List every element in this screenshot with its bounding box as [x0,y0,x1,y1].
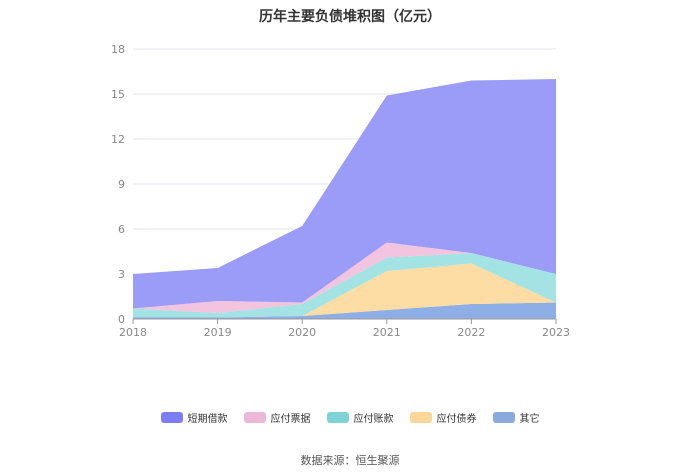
y-tick-label: 18 [111,43,125,56]
x-tick-label: 2019 [204,326,232,339]
legend-swatch [243,412,266,423]
y-tick-label: 12 [111,133,125,146]
legend-label: 应付账款 [353,414,394,425]
y-tick-label: 15 [111,88,125,101]
area-series-其它 [133,302,556,319]
chart-title: 历年主要负债堆积图（亿元） [259,9,441,25]
legend-label: 应付债券 [436,414,477,425]
legend-swatch [492,412,515,423]
legend-item[interactable]: 应付债券 [409,410,477,425]
area-series-应付票据 [133,242,556,313]
x-tick-label: 2021 [373,326,401,339]
legend-swatch [160,412,183,423]
legend-swatch [326,412,349,423]
y-tick-label: 6 [118,223,125,236]
chart-legend: 短期借款 应付票据 应付账款 应付债券 其它 [0,410,700,425]
legend-item[interactable]: 短期借款 [160,410,228,425]
legend-item[interactable]: 应付账款 [326,410,394,425]
legend-label: 短期借款 [187,414,228,425]
x-tick-label: 2023 [542,326,570,339]
legend-label: 应付票据 [270,414,311,425]
legend-item[interactable]: 其它 [492,410,540,425]
x-tick-label: 2018 [119,326,147,339]
legend-label: 其它 [519,414,540,425]
x-tick-label: 2022 [457,326,485,339]
area-series-应付账款 [133,253,556,318]
y-tick-label: 0 [118,313,125,326]
legend-swatch [409,412,432,423]
area-series-短期借款 [133,79,556,309]
x-tick-label: 2020 [288,326,316,339]
y-tick-label: 9 [118,178,125,191]
y-tick-label: 3 [118,268,125,281]
legend-item[interactable]: 应付票据 [243,410,311,425]
data-source: 数据来源：恒生聚源 [300,454,400,467]
area-series-应付债券 [133,263,556,318]
